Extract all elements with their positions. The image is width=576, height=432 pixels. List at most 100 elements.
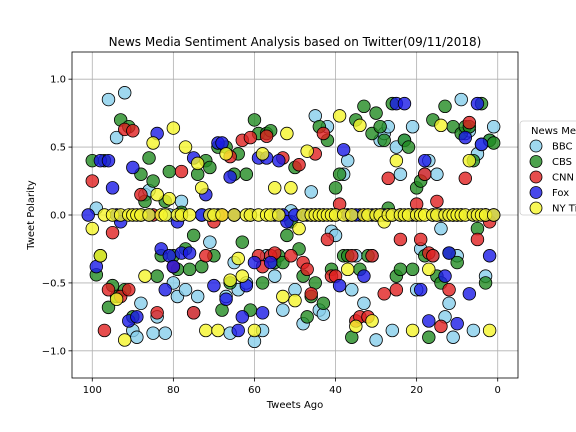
point-fox [470,96,485,111]
point-fox [231,323,245,338]
legend-marker-bbc [529,139,543,153]
point-cbs [369,106,383,120]
point-bbc [304,185,318,199]
x-axis-label: Tweets Ago [266,400,324,411]
point-ny-times [142,208,156,222]
y-tick-label: −0.5 [42,278,66,289]
point-ny-times [300,144,314,158]
point-cnn [418,167,432,181]
point-cnn [284,249,298,263]
point-ny-times [486,208,501,222]
point-cnn [430,194,444,209]
point-ny-times [353,118,367,133]
point-fox [219,292,233,306]
point-cbs [203,160,217,175]
point-cbs [235,235,249,249]
point-fox [458,130,472,145]
point-fox [474,137,489,152]
point-cbs [405,262,420,277]
point-cbs [101,300,116,315]
legend-label-cbs: CBS [552,157,572,168]
point-fox [357,269,371,283]
point-cnn [458,171,472,186]
point-bbc [454,92,468,107]
point-cnn [199,249,213,263]
point-ny-times [255,147,270,161]
point-ny-times [190,156,205,171]
point-ny-times [288,293,302,308]
point-fox [255,306,270,320]
point-bbc [405,120,420,134]
point-ny-times [349,319,363,334]
point-ny-times [199,323,213,338]
point-ny-times [272,208,286,222]
point-cbs [300,310,314,324]
point-ny-times [276,289,290,304]
point-ny-times [93,249,108,263]
point-fox [130,310,144,324]
x-tick-label: 40 [329,385,342,396]
point-cnn [243,130,258,145]
point-cbs [316,296,331,310]
y-axis-label: Tweet Polarity [26,180,37,251]
legend-marker-fox [529,186,543,199]
point-ny-times [182,208,197,222]
axis-ticks: 100 80 60 40 20 0 −1.0 −0.5 0.0 0.5 1.0 [42,75,501,396]
point-fox [223,170,237,184]
point-cbs [328,181,343,195]
point-fox [235,310,249,324]
point-cbs [450,255,464,270]
point-bbc [118,86,132,100]
point-ny-times [158,208,172,222]
point-cnn [377,287,391,301]
point-cbs [357,99,371,114]
y-tick-label: 0.5 [50,143,66,154]
point-bbc [276,303,290,317]
point-fox [81,208,95,222]
point-cbs [280,228,294,243]
point-ny-times [332,109,347,123]
point-fox [263,255,278,270]
point-cnn [365,249,379,263]
point-ny-times [219,147,233,161]
x-tick-label: 20 [410,385,423,396]
point-fox [247,255,262,270]
point-cnn [304,287,318,301]
point-cnn [300,262,314,277]
y-tick-label: 0.0 [50,211,66,222]
point-bbc [101,92,116,107]
point-cbs [247,113,262,127]
legend-label-bbc: BBC [552,142,573,153]
point-ny-times [231,251,245,266]
point-bbc [385,323,400,338]
point-cnn [470,232,485,247]
x-tick-label: 60 [248,385,261,396]
point-ny-times [109,292,124,306]
point-fox [336,143,351,157]
point-cbs [255,276,270,290]
point-cnn [259,129,274,143]
data-points [81,86,501,349]
point-ny-times [162,191,177,206]
point-bbc [190,289,205,304]
point-fox [158,283,172,297]
point-bbc [393,167,408,181]
chart-title: News Media Sentiment Analysis based on T… [109,35,482,49]
point-fox [101,153,116,168]
point-cnn [442,283,456,297]
point-ny-times [211,323,225,338]
point-fox [397,96,412,111]
point-cnn [150,306,164,320]
x-tick-label: 80 [167,385,180,396]
point-cnn [316,126,331,141]
point-ny-times [166,121,181,135]
point-ny-times [292,221,306,236]
point-cbs [332,167,347,181]
point-bbc [158,326,172,340]
point-ny-times [284,181,298,195]
point-bbc [442,296,456,310]
point-ny-times [280,126,294,141]
point-fox [438,269,452,283]
point-fox [166,259,181,274]
point-ny-times [138,269,152,283]
